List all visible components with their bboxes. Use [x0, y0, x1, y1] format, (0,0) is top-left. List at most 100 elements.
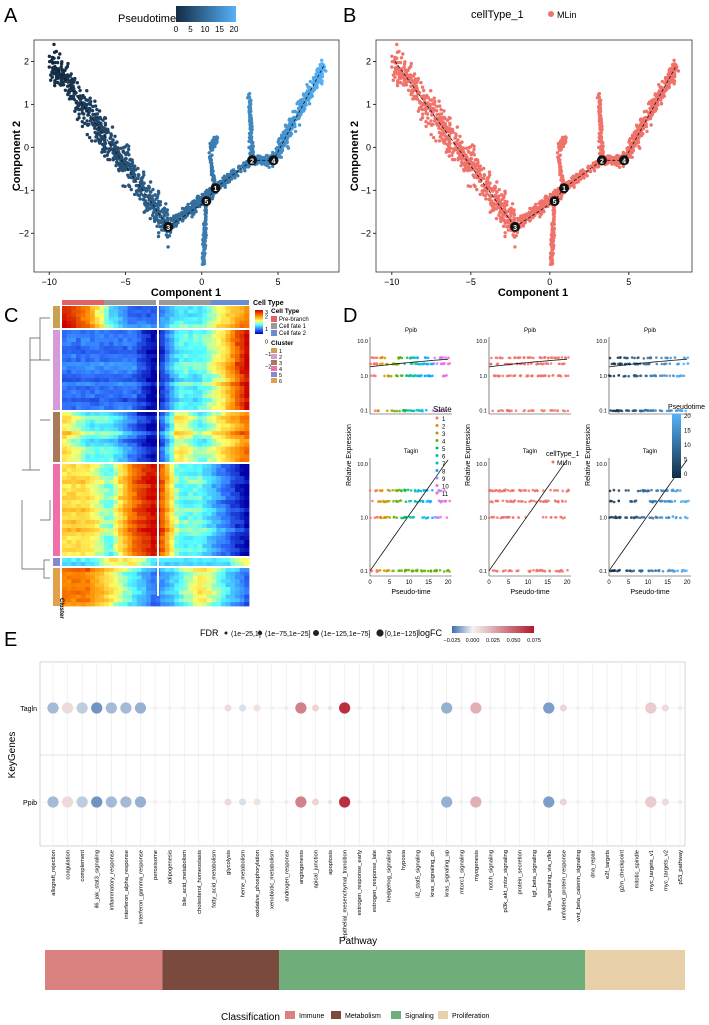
heatmap-cell — [220, 338, 226, 343]
a-cell-point — [264, 162, 268, 166]
a-cell-point — [77, 116, 81, 120]
b-cell-point — [466, 184, 470, 188]
heatmap-cell — [192, 427, 198, 432]
heatmap-cell — [122, 366, 128, 371]
heatmap-cell — [94, 354, 100, 359]
heatmap-cell — [132, 378, 138, 383]
heatmap-cell — [136, 342, 142, 347]
a-cell-point — [259, 161, 263, 165]
heatmap-cell — [85, 382, 91, 387]
heatmap-cell — [62, 366, 68, 371]
heatmap-cell — [164, 354, 170, 359]
heatmap-cell — [66, 394, 72, 399]
a-cell-point — [56, 80, 60, 85]
heatmap-cell — [174, 324, 180, 329]
heatmap-cell — [113, 346, 119, 351]
heatmap-cell — [202, 419, 208, 424]
heatmap-cell — [113, 374, 119, 379]
heatmap-cell — [188, 309, 194, 314]
heatmap-cell — [220, 427, 226, 432]
heatmap-cell — [235, 374, 241, 379]
heatmap-cell — [127, 398, 133, 403]
heatmap-cell — [62, 427, 68, 432]
heatmap-cell — [90, 309, 96, 314]
a-cell-point — [297, 123, 302, 127]
heatmap-cell — [244, 398, 250, 403]
heatmap-cell — [94, 338, 100, 343]
heatmap-cell — [239, 390, 245, 395]
heatmap-cell — [108, 338, 114, 343]
heatmap-cell — [141, 382, 147, 387]
b-cell-point — [631, 137, 636, 141]
heatmap-cell — [80, 306, 86, 311]
heatmap-cell — [188, 370, 194, 375]
heatmap-cell — [235, 427, 241, 432]
b-cell-point — [558, 167, 562, 171]
heatmap-cell — [192, 370, 198, 375]
heatmap-cell — [230, 370, 236, 375]
heatmap-cell — [136, 435, 142, 440]
heatmap-cell — [118, 366, 124, 371]
heatmap-cell — [188, 415, 194, 420]
a-cell-point — [193, 205, 197, 209]
heatmap-cell — [230, 419, 236, 424]
a-cell-point — [113, 144, 118, 149]
b-x-tick-label: 5 — [626, 277, 631, 287]
b-cell-point — [551, 209, 556, 213]
heatmap-cell — [122, 390, 128, 395]
heatmap-cell — [127, 324, 133, 329]
b-cell-point — [421, 112, 425, 116]
heatmap-cell — [132, 374, 138, 379]
heatmap-cell — [239, 382, 245, 387]
heatmap-cell — [174, 358, 180, 363]
heatmap-cell — [239, 313, 245, 318]
heatmap-cell — [141, 306, 147, 311]
heatmap-cell — [85, 366, 91, 371]
b-cell-point — [558, 148, 562, 152]
heatmap-cell — [192, 419, 198, 424]
pseudotime-legend-tick: 15 — [215, 25, 224, 34]
heatmap-cell — [244, 412, 250, 417]
heatmap-cell — [197, 362, 203, 367]
b-cell-point — [665, 76, 669, 80]
a-cell-point — [142, 173, 146, 177]
heatmap-cell — [141, 412, 147, 417]
celltype-bar-fate1 — [104, 300, 156, 305]
heatmap-cell — [150, 330, 156, 335]
b-cell-point — [558, 153, 562, 157]
a-cell-point — [111, 156, 116, 160]
heatmap-cell — [62, 306, 68, 311]
b-cell-point — [445, 118, 450, 122]
heatmap-cell — [85, 342, 91, 347]
heatmap-cell — [239, 435, 245, 440]
heatmap-cell — [220, 402, 226, 407]
heatmap-cell — [197, 386, 203, 391]
b-cell-point — [401, 52, 405, 56]
b-cell-point — [449, 130, 453, 134]
heatmap-cell — [211, 313, 217, 318]
heatmap-cell — [211, 324, 217, 329]
heatmap-cell — [127, 342, 133, 347]
heatmap-cell — [141, 427, 147, 432]
heatmap-cell — [235, 330, 241, 335]
heatmap-cell — [80, 320, 86, 325]
a-cell-point — [114, 163, 118, 168]
heatmap-cell — [150, 306, 156, 311]
b-cell-point — [391, 78, 395, 82]
heatmap-cell — [85, 406, 91, 411]
heatmap-cell — [90, 346, 96, 351]
heatmap-cell — [80, 382, 86, 387]
heatmap-cell — [244, 366, 250, 371]
heatmap-cell — [160, 306, 166, 311]
heatmap-cell — [71, 438, 77, 444]
heatmap-cell — [90, 431, 96, 436]
heatmap-cell — [113, 342, 119, 347]
heatmap-cell — [206, 309, 212, 314]
heatmap-cell — [136, 338, 142, 343]
heatmap-cell — [211, 354, 217, 359]
heatmap-cell — [230, 342, 236, 347]
heatmap-cell — [244, 427, 250, 432]
b-cell-point — [412, 72, 417, 76]
heatmap-cell — [136, 378, 142, 383]
heatmap-cell — [239, 330, 245, 335]
